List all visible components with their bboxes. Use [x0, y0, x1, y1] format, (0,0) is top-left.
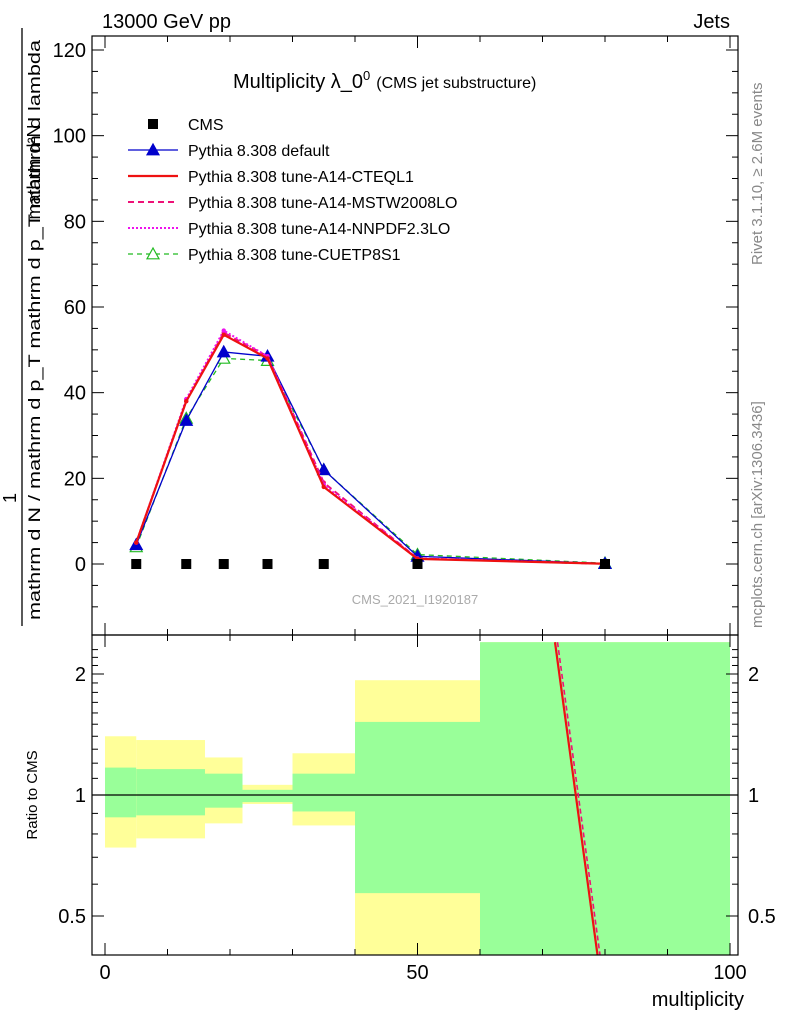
x-tick-label: 100: [713, 962, 746, 984]
ratio-y-tick-label: 2: [75, 664, 86, 686]
band-inner: [205, 773, 243, 808]
ratio-ylabel: Ratio to CMS: [24, 750, 41, 839]
x-axis-label: multiplicity: [652, 989, 744, 1011]
ratio-y-tick-label-right: 2: [748, 664, 759, 686]
chart-title: Multiplicity λ_00 (CMS jet substructure): [233, 68, 536, 93]
ratio-ticks: 0.5 0.5 1 1 2 2 0 50 100: [58, 635, 776, 984]
point-cteql1: [221, 332, 226, 338]
chart-title-main: Multiplicity λ_0: [233, 71, 363, 93]
legend-marker-default: [145, 142, 161, 156]
x-tick-label: 50: [406, 962, 428, 984]
ylabel-one: 1: [0, 493, 20, 503]
y-tick-label: 120: [53, 40, 86, 62]
point-cms: [262, 559, 273, 569]
point-cteql1: [265, 356, 270, 361]
legend-marker-cuetp8s1: [145, 246, 161, 260]
point-cms: [181, 559, 192, 569]
point-cms: [131, 559, 142, 569]
band-inner: [105, 767, 137, 818]
main-ylabel: 1 mathrm d²N mathrm d N / mathrm d p_T m…: [0, 28, 44, 626]
ratio-y-tick-label: 0.5: [58, 906, 86, 928]
legend-label-nnpdf: Pythia 8.308 tune-A14-NNPDF2.3LO: [188, 221, 450, 238]
header-left: 13000 GeV pp: [102, 11, 231, 33]
legend-marker-cms: [148, 119, 158, 129]
y-tick-label: 100: [53, 126, 86, 148]
legend: CMS Pythia 8.308 default Pythia 8.308 tune…: [128, 117, 457, 264]
series-line-cteql1: [135, 333, 606, 565]
ratio-bands: [105, 642, 730, 955]
header-right: Jets: [693, 11, 730, 33]
band-inner: [242, 789, 293, 803]
watermark: CMS_2021_I1920187: [352, 592, 479, 607]
legend-label-cms: CMS: [188, 117, 224, 134]
ratio-frame: [91, 634, 739, 956]
point-default: [216, 344, 231, 358]
x-tick-label: 0: [99, 962, 110, 984]
rivet-label: Rivet 3.1.10, ≥ 2.6M events: [749, 83, 766, 266]
point-cms: [412, 559, 423, 569]
point-nnpdf: [221, 328, 226, 333]
point-cms: [600, 559, 610, 569]
band-inner: [480, 642, 730, 955]
main-ticks: 0 20 40 60 80 100 120: [53, 36, 738, 635]
point-cms: [218, 559, 229, 569]
ylabel-numerator: mathrm d²N: [24, 124, 44, 219]
point-cteql1: [134, 540, 139, 545]
legend-label-default: Pythia 8.308 default: [188, 143, 330, 160]
ratio-line-mstw: [556, 642, 601, 956]
point-cteql1: [184, 399, 189, 404]
ratio-y-tick-label-right: 1: [748, 785, 759, 807]
y-tick-label: 60: [64, 297, 86, 319]
band-inner: [136, 769, 205, 816]
ylabel-denominator: mathrm d N / mathrm d p_T mathrm d p_T m…: [25, 39, 44, 620]
chart-title-sub: (CMS jet substructure): [376, 75, 536, 92]
ratio-panel: 0.5 0.5 1 1 2 2 0 50 100 Ratio to CMS multiplici…: [24, 634, 776, 1011]
main-panel: CMS_2021_I1920187 0 20 40 60 80 100 120 Multip…: [0, 28, 739, 636]
ratio-series: [553, 642, 601, 956]
chart-title-sup: 0: [363, 68, 370, 83]
y-tick-label: 40: [64, 383, 86, 405]
point-default: [179, 413, 194, 426]
y-tick-label: 0: [75, 554, 86, 576]
point-default: [316, 462, 331, 476]
main-series: [129, 328, 613, 569]
ratio-y-tick-label-right: 0.5: [748, 906, 776, 928]
legend-label-mstw: Pythia 8.308 tune-A14-MSTW2008LO: [188, 195, 457, 212]
band-inner: [292, 773, 355, 812]
ratio-y-tick-label: 1: [75, 785, 86, 807]
legend-label-cteql1: Pythia 8.308 tune-A14-CTEQL1: [188, 169, 414, 186]
band-inner: [355, 721, 480, 894]
y-tick-label: 20: [64, 468, 86, 490]
series-line-default: [135, 351, 606, 565]
y-tick-label: 80: [64, 211, 86, 233]
legend-label-cuetp8s1: Pythia 8.308 tune-CUETP8S1: [188, 247, 401, 264]
mcplots-label: mcplots.cern.ch [arXiv:1306.3436]: [749, 401, 766, 628]
ratio-line-cteql1: [553, 642, 599, 956]
point-cteql1: [321, 484, 326, 490]
point-cms: [318, 559, 329, 569]
series-line-cuetp8s1: [135, 357, 606, 564]
